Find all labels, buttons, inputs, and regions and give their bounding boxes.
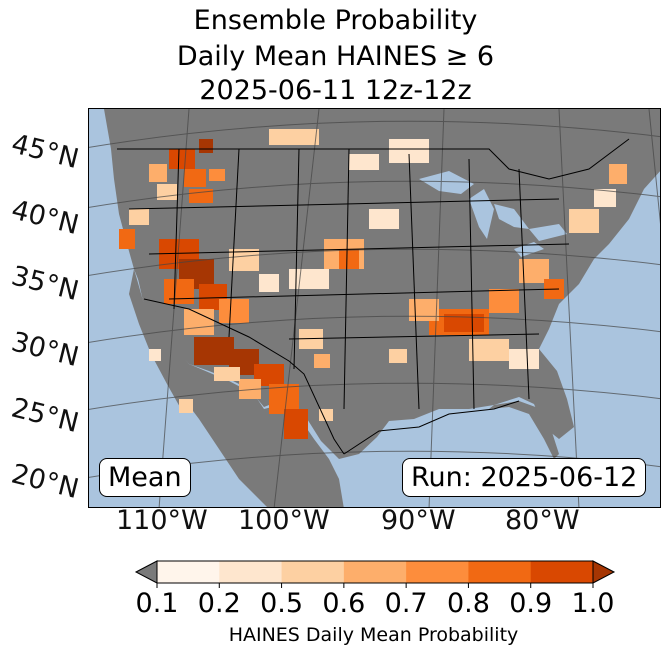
mean-label-box: Mean: [99, 458, 191, 497]
lat-label-35: 35°N: [8, 260, 82, 308]
state-borders: [117, 138, 630, 455]
lon-label-80: 80°W: [505, 505, 580, 536]
state-line-e: [408, 153, 420, 410]
florida-land: [489, 401, 559, 459]
graticule-lat-35: [89, 248, 660, 276]
great-lakes: [419, 171, 567, 257]
colorbar-tick-label: 1.0: [571, 588, 615, 619]
state-line-a: [173, 148, 180, 310]
graticule-lat-45: [89, 120, 660, 148]
lon-label-100: 100°W: [238, 505, 330, 536]
colorbar-segment: [281, 561, 345, 583]
colorbar-segment: [530, 561, 594, 583]
colorbar-tick-label: 0.8: [446, 588, 490, 619]
state-line-c: [293, 148, 300, 370]
gulf-coast: [343, 400, 520, 455]
map-frame: Mean Run: 2025-06-12: [88, 108, 661, 508]
state-line-k: [288, 333, 540, 340]
colorbar-segment: [343, 561, 407, 583]
state-line-b: [228, 148, 240, 338]
lat-label-45: 45°N: [8, 128, 82, 176]
colorbar-over-arrow: [592, 560, 616, 584]
graticule-lon-100: [273, 109, 320, 507]
state-line-g: [518, 168, 530, 400]
state-line-j: [168, 288, 560, 300]
colorbar-under-arrow: [134, 560, 158, 584]
graticule-lon-90: [428, 109, 445, 507]
title-line-3: 2025-06-11 12z-12z: [199, 75, 472, 106]
title-line-1: Ensemble Probability: [193, 5, 478, 36]
colorbar-outline: [156, 560, 594, 584]
colorbar-label: HAINES Daily Mean Probability: [228, 624, 519, 646]
colorbar-tick-label: 0.9: [509, 588, 553, 619]
lat-label-40: 40°N: [8, 194, 82, 242]
run-date-box: Run: 2025-06-12: [402, 458, 647, 497]
lat-label-20: 20°N: [8, 458, 82, 506]
lon-label-110: 110°W: [116, 505, 208, 536]
colorbar-tick-label: 0.6: [322, 588, 366, 619]
state-line-i: [148, 243, 570, 255]
colorbar-tick-label: 0.1: [135, 588, 179, 619]
state-line-h: [128, 198, 560, 210]
colorbar-tick-label: 0.2: [197, 588, 241, 619]
colorbar-segment: [406, 561, 469, 583]
title-line-2: Daily Mean HAINES ≥ 6: [176, 41, 495, 72]
map-canvas: [89, 109, 660, 507]
graticule-lon-70: [648, 109, 660, 225]
graticule-lat-40: [89, 180, 660, 208]
probability-cells: [119, 129, 627, 439]
colorbar-segment: [468, 561, 532, 583]
colorbar-segment: [157, 561, 220, 583]
lat-label-30: 30°N: [8, 326, 82, 374]
us-mexico-border: [143, 298, 345, 455]
colorbar-tick-label: 0.7: [384, 588, 428, 619]
colorbar-segment: [219, 561, 283, 583]
lon-label-90: 90°W: [381, 505, 456, 536]
lat-label-25: 25°N: [8, 392, 82, 440]
colorbar-tick-label: 0.5: [260, 588, 304, 619]
us-canada-border: [117, 138, 630, 180]
state-line-d: [343, 148, 350, 410]
baja-land: [129, 269, 189, 409]
graticule-lat-30: [89, 315, 660, 343]
graticule-lat-25: [89, 382, 660, 410]
